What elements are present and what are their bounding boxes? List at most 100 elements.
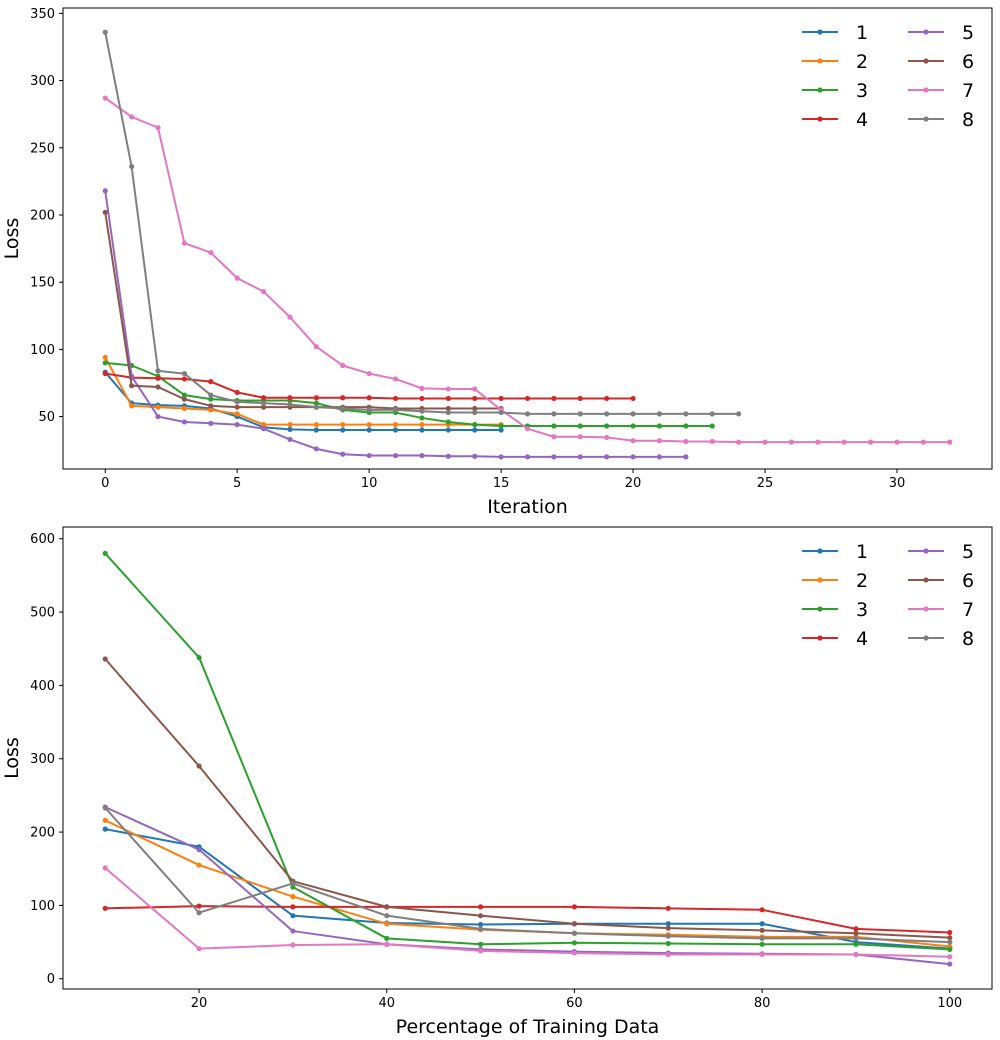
data-point: [630, 454, 636, 460]
legend-item-5: 5: [908, 541, 974, 563]
data-point: [419, 452, 425, 459]
data-point: [604, 454, 610, 460]
y-tick-label: 200: [30, 208, 55, 223]
series-line-2: [104, 819, 950, 948]
data-point: [551, 411, 557, 417]
data-point: [604, 411, 610, 417]
data-point: [313, 400, 319, 406]
data-point: [196, 654, 202, 661]
data-point: [384, 913, 390, 919]
legend-marker: [817, 116, 823, 122]
series-line-4: [105, 905, 950, 934]
data-point: [472, 395, 478, 402]
x-tick-label: 0: [101, 476, 109, 491]
y-tick-label: 400: [30, 679, 55, 694]
data-point: [419, 385, 425, 391]
data-point: [234, 275, 240, 281]
data-point: [234, 399, 240, 405]
data-point: [759, 921, 765, 927]
series-5: [102, 804, 953, 967]
data-point: [630, 411, 636, 417]
legend-label: 7: [962, 599, 974, 621]
y-tick-label: 350: [30, 7, 55, 22]
series-line-8: [104, 807, 950, 944]
legend-label: 5: [962, 22, 974, 44]
data-point: [759, 951, 765, 958]
data-point: [313, 344, 319, 350]
data-point: [947, 929, 953, 936]
x-tick-label: 40: [378, 996, 395, 1011]
legend-marker: [923, 116, 929, 122]
data-point: [290, 928, 296, 934]
data-point: [947, 961, 953, 967]
legend-label: 8: [962, 109, 974, 131]
data-point: [656, 411, 663, 417]
data-point: [709, 438, 715, 445]
data-point: [656, 454, 663, 460]
data-point: [366, 452, 372, 459]
y-tick-label: 300: [30, 752, 55, 767]
data-point: [947, 935, 953, 941]
legend-marker: [923, 635, 929, 641]
x-tick-label: 15: [493, 476, 510, 491]
data-point: [472, 427, 478, 433]
legend: 1 2 3 4 5 6 7 8: [802, 541, 974, 650]
legend-item-4: 4: [802, 628, 868, 650]
data-point: [445, 419, 451, 425]
legend-item-2: 2: [802, 570, 868, 592]
x-tick-label: 20: [625, 476, 642, 491]
legend-item-6: 6: [908, 51, 974, 73]
data-point: [571, 921, 578, 927]
data-point: [736, 411, 742, 417]
data-point: [472, 405, 478, 412]
data-point: [630, 423, 636, 429]
legend-label: 1: [856, 22, 868, 44]
data-point: [498, 427, 504, 433]
data-point: [853, 926, 859, 932]
data-point: [709, 411, 715, 417]
data-point: [287, 395, 293, 401]
data-point: [102, 656, 108, 662]
data-point: [577, 434, 583, 440]
data-point: [853, 941, 859, 947]
data-point: [102, 370, 108, 377]
legend-marker: [817, 58, 823, 64]
data-point: [571, 904, 578, 910]
data-point: [102, 550, 108, 557]
data-point: [498, 454, 504, 460]
data-point: [392, 427, 399, 433]
legend-marker: [817, 29, 823, 35]
data-point: [260, 288, 267, 295]
data-point: [155, 368, 161, 374]
y-axis-label: Loss: [1, 737, 23, 779]
legend-item-3: 3: [802, 599, 868, 621]
data-point: [472, 386, 478, 392]
data-point: [577, 395, 583, 402]
series-8: [102, 805, 953, 945]
data-point: [196, 847, 202, 853]
data-point: [290, 884, 296, 890]
x-tick-label: 60: [566, 996, 583, 1011]
data-point: [340, 405, 346, 412]
data-point: [155, 125, 161, 131]
data-point: [340, 362, 346, 369]
y-tick-label: 300: [30, 74, 55, 89]
data-point: [571, 930, 578, 936]
data-point: [683, 438, 689, 445]
y-tick-label: 50: [38, 410, 55, 425]
data-point: [571, 950, 578, 956]
legend-marker: [923, 548, 929, 554]
data-point: [392, 376, 399, 382]
data-point: [366, 422, 372, 428]
data-point: [445, 409, 451, 416]
data-point: [313, 404, 319, 410]
data-point: [577, 423, 583, 429]
series-7: [102, 95, 953, 445]
data-point: [196, 903, 202, 909]
series-line-3: [104, 552, 950, 951]
data-point: [665, 905, 671, 911]
data-point: [665, 940, 671, 947]
chart-2: 20 40 60 80 100 0 100 200 300 400 500 600 Percentage…: [1, 526, 993, 1038]
plot-frame: [62, 526, 993, 990]
data-point: [577, 411, 583, 417]
